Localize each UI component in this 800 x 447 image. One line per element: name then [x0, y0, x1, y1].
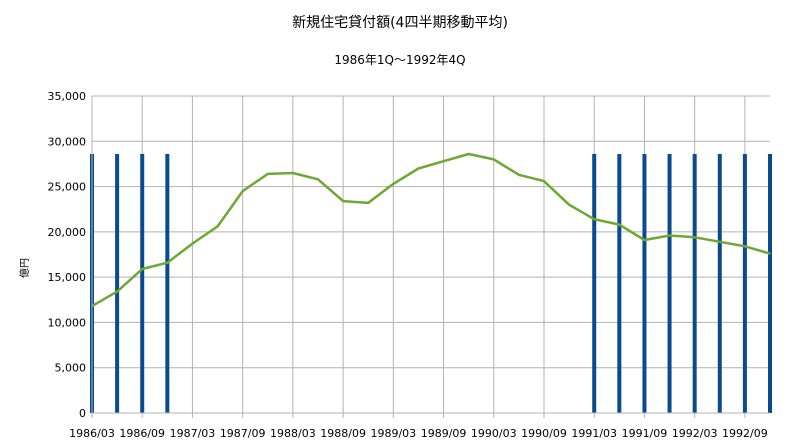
- bar-marker: [592, 153, 597, 414]
- x-tick-label: 1986/03: [69, 427, 115, 440]
- y-tick-label: 35,000: [48, 90, 87, 103]
- bar-marker: [717, 153, 722, 414]
- bar-marker: [115, 153, 120, 414]
- y-tick-label: 30,000: [48, 135, 87, 148]
- data-point: [292, 172, 294, 174]
- x-tick-label: 1991/09: [622, 427, 668, 440]
- y-tick-label: 25,000: [48, 181, 87, 194]
- bar-marker: [742, 153, 747, 414]
- data-point: [392, 183, 395, 185]
- data-point: [467, 153, 470, 155]
- x-tick-label: 1987/09: [220, 427, 266, 440]
- data-point: [442, 160, 445, 163]
- data-point: [216, 225, 219, 228]
- data-point: [191, 242, 194, 245]
- data-point: [668, 234, 671, 237]
- chart-subtitle: 1986年1Q～1992年4Q: [334, 53, 465, 67]
- data-point: [718, 241, 721, 243]
- data-point: [593, 218, 596, 220]
- series-line: [91, 152, 771, 308]
- y-tick-label: 5,000: [55, 362, 87, 375]
- x-tick-label: 1987/03: [170, 427, 216, 440]
- data-point: [618, 223, 621, 226]
- data-point: [568, 203, 570, 206]
- x-tick-label: 1989/09: [421, 427, 467, 440]
- x-tick-label: 1992/03: [672, 427, 718, 440]
- y-axis-label: 億円: [18, 258, 31, 278]
- x-tick-label: 1988/03: [270, 427, 316, 440]
- plot-area: 0 5,000 10,000 15,000 20,000 25,000 30,000 35,0…: [48, 90, 772, 440]
- bar-marker: [642, 153, 647, 414]
- data-point: [166, 261, 169, 264]
- data-point: [518, 173, 520, 176]
- data-point: [116, 290, 118, 293]
- bar-marker: [667, 153, 672, 414]
- bar-marker: [140, 153, 145, 414]
- data-point: [417, 167, 420, 170]
- y-tick-label: 0: [79, 407, 86, 420]
- x-tick-label: 1990/03: [471, 427, 517, 440]
- x-tick-label: 1986/09: [119, 427, 165, 440]
- x-tick-label: 1989/03: [370, 427, 416, 440]
- y-tick-label: 10,000: [48, 316, 87, 329]
- data-point: [693, 236, 696, 239]
- data-point: [317, 178, 319, 181]
- data-point: [543, 180, 545, 182]
- bar-marker: [617, 153, 622, 414]
- bar-marker: [768, 153, 772, 414]
- x-tick-label: 1991/03: [571, 427, 617, 440]
- y-tick-label: 15,000: [48, 271, 87, 284]
- bar-marker: [165, 153, 170, 414]
- x-tick-label: 1988/09: [320, 427, 366, 440]
- data-point: [492, 158, 495, 161]
- data-point: [241, 190, 244, 192]
- y-tick-label: 20,000: [48, 226, 87, 239]
- data-point: [744, 245, 746, 248]
- data-point: [266, 173, 269, 175]
- bar-marker: [692, 153, 697, 414]
- chart-title: 新規住宅貸付額(4四半期移動平均): [292, 15, 508, 31]
- data-point: [643, 239, 646, 241]
- x-tick-label: 1990/09: [521, 427, 567, 440]
- data-point: [769, 252, 771, 255]
- data-point: [342, 200, 344, 202]
- x-tick-label: 1992/09: [722, 427, 768, 440]
- data-point: [141, 268, 144, 270]
- data-point: [367, 202, 370, 204]
